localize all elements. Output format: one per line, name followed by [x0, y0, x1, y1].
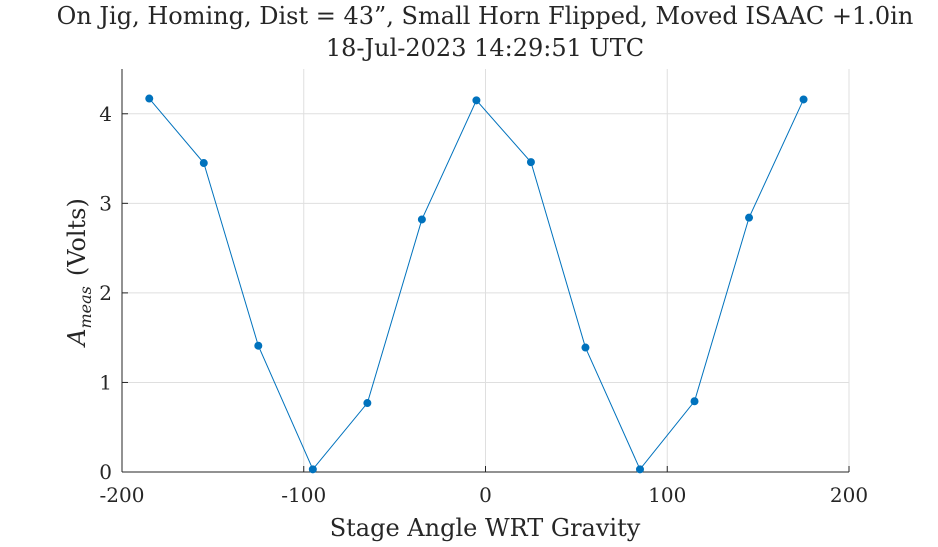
data-point-0-3: [308, 465, 317, 474]
x-tick-label-2: 0: [479, 483, 492, 507]
y-tick-label-2: 2: [99, 281, 112, 305]
x-tick-label-3: 100: [648, 483, 686, 507]
chart-title: On Jig, Homing, Dist = 43”, Small Horn F…: [57, 2, 914, 30]
series-layer: [145, 94, 808, 474]
data-point-0-0: [145, 94, 154, 103]
y-axis-label-unit: (Volts): [63, 198, 91, 276]
data-point-0-8: [581, 343, 590, 352]
data-point-0-7: [526, 158, 535, 167]
y-axis-label-sub: meas: [76, 286, 95, 328]
y-axis-label: Ameas (Volts): [63, 198, 95, 348]
y-tick-label-0: 0: [99, 460, 112, 484]
data-point-0-11: [745, 213, 754, 222]
x-tick-label-0: -200: [100, 483, 145, 507]
chart-subtitle: 18-Jul-2023 14:29:51 UTC: [326, 34, 644, 62]
data-point-0-6: [472, 96, 481, 105]
data-point-0-12: [799, 95, 808, 104]
y-tick-label-3: 3: [99, 191, 112, 215]
x-tick-label-4: 200: [830, 483, 868, 507]
data-point-0-4: [363, 399, 372, 408]
y-axis-label-group: Ameas (Volts): [63, 198, 95, 348]
data-point-0-2: [254, 341, 263, 350]
x-axis-ticks: -200 -100 0 100 200: [100, 466, 868, 507]
data-point-0-9: [635, 465, 644, 474]
x-tick-label-1: -100: [281, 483, 326, 507]
y-axis-ticks: 0 1 2 3 4: [99, 102, 128, 484]
data-point-0-1: [199, 159, 208, 168]
data-point-0-5: [417, 215, 426, 224]
data-point-0-10: [690, 397, 699, 406]
x-axis-label: Stage Angle WRT Gravity: [330, 514, 641, 542]
series-line-0: [148, 98, 805, 471]
grid-lines: [121, 69, 850, 473]
y-tick-label-1: 1: [99, 370, 112, 394]
y-axis-label-main: A: [63, 329, 91, 348]
y-tick-label-4: 4: [99, 102, 112, 126]
